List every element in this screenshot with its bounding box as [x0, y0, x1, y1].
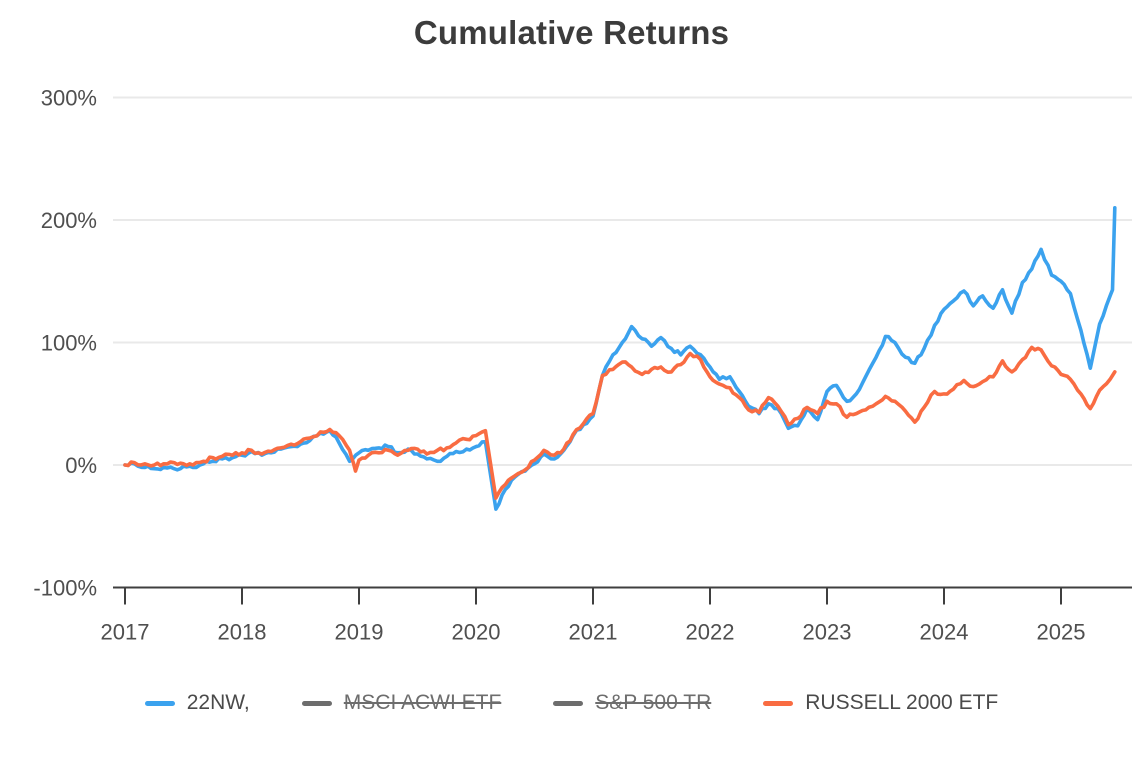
chart-title: Cumulative Returns — [413, 14, 730, 51]
legend-item-s-p-500-tr[interactable]: S&P 500 TR — [553, 688, 711, 718]
x-tick-label: 2018 — [218, 620, 267, 645]
legend-swatch-s-p-500-tr — [553, 700, 584, 706]
legend-label-russell-2000-etf: RUSSELL 2000 ETF — [805, 691, 999, 714]
x-tick-label: 2022 — [686, 620, 735, 645]
series-line-russell-2000-etf — [123, 345, 1117, 500]
legend-swatch-msci-acwi-etf — [301, 700, 332, 706]
x-tick-label: 2017 — [101, 620, 150, 645]
series-line-22nw — [123, 206, 1117, 511]
legend-swatch-22nw — [144, 700, 175, 706]
legend-item-msci-acwi-etf[interactable]: MSCI ACWI ETF — [301, 688, 502, 718]
legend-label-22nw: 22NW, — [186, 691, 250, 714]
y-tick-label: 300% — [41, 86, 97, 111]
x-tick-label: 2025 — [1037, 620, 1086, 645]
y-tick-label: 0% — [65, 453, 97, 478]
x-tick-label: 2021 — [569, 620, 618, 645]
x-tick-label: 2023 — [803, 620, 852, 645]
x-tick-label: 2019 — [335, 620, 384, 645]
legend-item-22nw[interactable]: 22NW, — [144, 688, 250, 718]
legend-item-russell-2000-etf[interactable]: RUSSELL 2000 ETF — [763, 688, 998, 718]
y-tick-label: -100% — [33, 576, 97, 601]
legend-label-s-p-500-tr: S&P 500 TR — [595, 691, 712, 714]
y-tick-label: 100% — [41, 331, 97, 356]
y-tick-label: 200% — [41, 208, 97, 233]
x-tick-label: 2020 — [452, 620, 501, 645]
legend-swatch-russell-2000-etf — [763, 700, 794, 706]
legend-label-msci-acwi-etf: MSCI ACWI ETF — [343, 691, 502, 714]
chart-legend: 22NW, MSCI ACWI ETF S&P 500 TR RUSSELL 2000… — [0, 688, 1143, 718]
x-tick-label: 2024 — [920, 620, 969, 645]
